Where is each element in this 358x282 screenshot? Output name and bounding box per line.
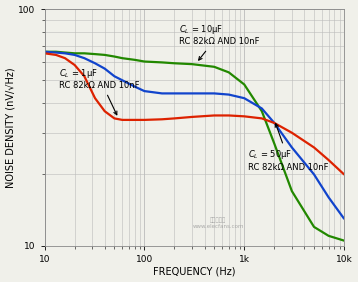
- Text: 电子发烧友
www.elecfans.com: 电子发烧友 www.elecfans.com: [193, 218, 244, 229]
- Text: $C_L$ = 1µF
RC 82kΩ AND 10nF: $C_L$ = 1µF RC 82kΩ AND 10nF: [59, 67, 140, 115]
- X-axis label: FREQUENCY (Hz): FREQUENCY (Hz): [153, 266, 236, 276]
- Y-axis label: NOISE DENSITY (nV/√Hz): NOISE DENSITY (nV/√Hz): [6, 67, 15, 188]
- Text: $C_L$ = 10µF
RC 82kΩ AND 10nF: $C_L$ = 10µF RC 82kΩ AND 10nF: [179, 23, 259, 60]
- Text: $C_L$ = 50µF
RC 82kΩ AND 10nF: $C_L$ = 50µF RC 82kΩ AND 10nF: [248, 124, 329, 172]
